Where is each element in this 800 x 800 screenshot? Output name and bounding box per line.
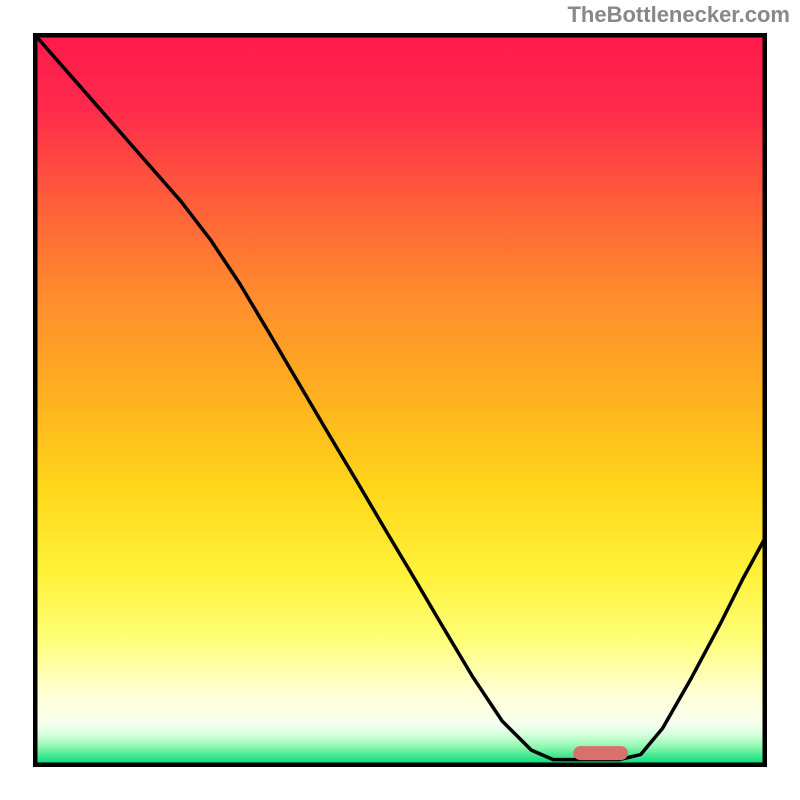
chart-container: TheBottlenecker.com	[0, 0, 800, 800]
watermark-text: TheBottlenecker.com	[567, 2, 790, 28]
chart-svg	[33, 33, 767, 767]
plot-area	[33, 33, 767, 767]
